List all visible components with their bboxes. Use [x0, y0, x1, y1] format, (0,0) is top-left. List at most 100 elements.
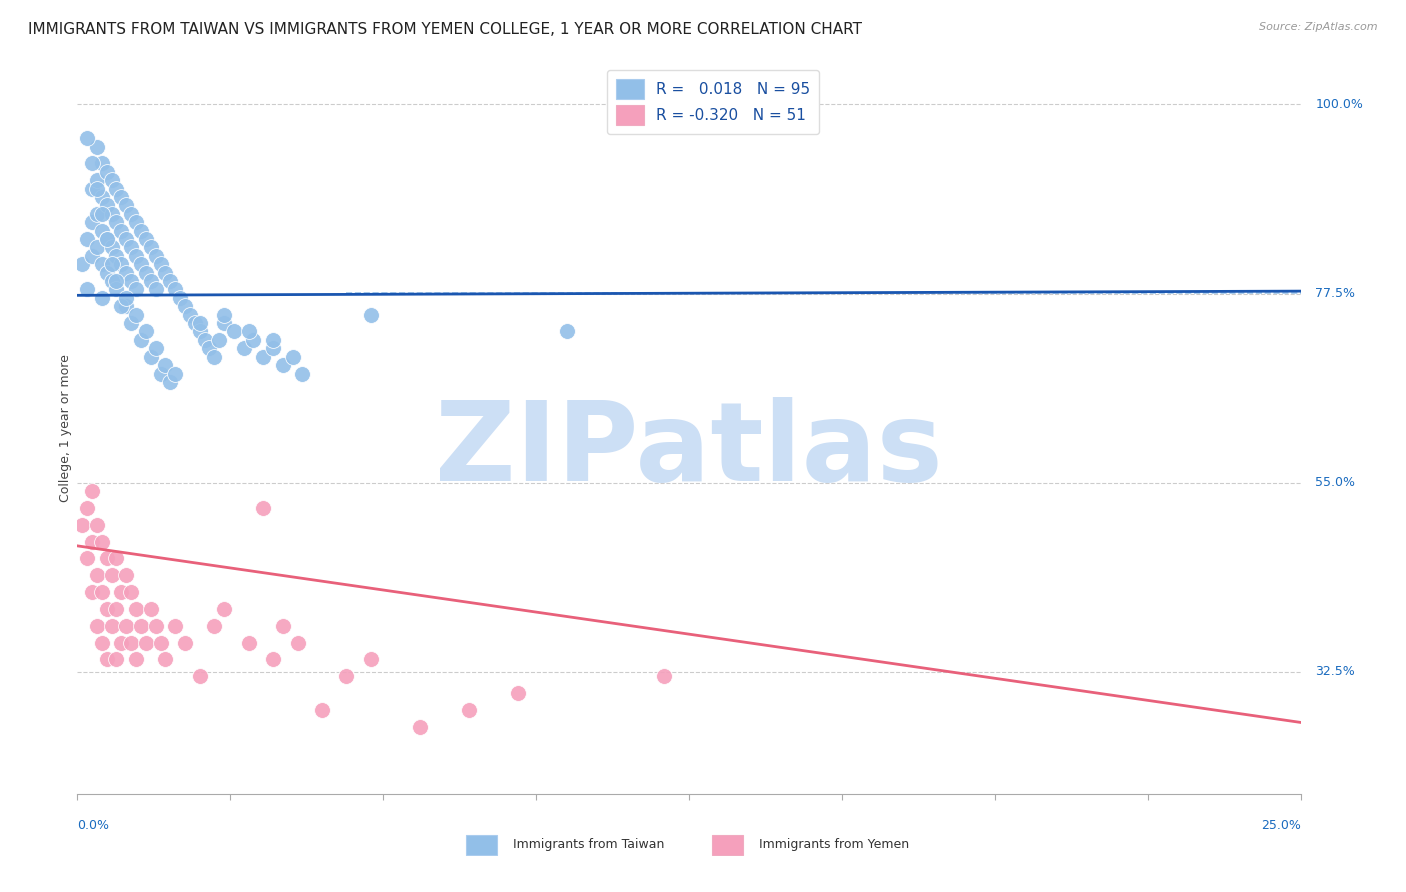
- Point: [80, 484, 103, 499]
- Point: [96, 232, 118, 246]
- Point: [271, 618, 294, 632]
- Point: [202, 618, 225, 632]
- Point: [179, 308, 201, 322]
- Point: [86, 517, 108, 532]
- Point: [100, 207, 122, 221]
- Point: [125, 602, 148, 616]
- Point: [100, 568, 122, 582]
- Point: [155, 266, 177, 280]
- Point: [115, 232, 138, 246]
- Point: [100, 240, 122, 254]
- Point: [198, 341, 221, 355]
- Point: [135, 266, 157, 280]
- Point: [145, 341, 167, 355]
- Point: [90, 190, 112, 204]
- Point: [96, 652, 118, 666]
- Point: [202, 350, 225, 364]
- Text: Source: ZipAtlas.com: Source: ZipAtlas.com: [1260, 22, 1378, 32]
- Point: [165, 618, 187, 632]
- Point: [90, 635, 112, 649]
- Point: [100, 274, 122, 288]
- Point: [90, 585, 112, 599]
- Text: 55.0%: 55.0%: [1315, 476, 1355, 490]
- Point: [165, 282, 187, 296]
- Point: [90, 224, 112, 238]
- Y-axis label: College, 1 year or more: College, 1 year or more: [59, 354, 72, 502]
- Point: [139, 602, 162, 616]
- Point: [135, 232, 157, 246]
- Point: [80, 156, 103, 170]
- Point: [110, 299, 132, 313]
- Point: [262, 333, 284, 347]
- Point: [212, 602, 235, 616]
- Point: [76, 232, 98, 246]
- Point: [139, 240, 162, 254]
- Point: [120, 585, 142, 599]
- Point: [165, 367, 187, 381]
- Point: [76, 131, 98, 145]
- Point: [80, 585, 103, 599]
- Point: [654, 669, 676, 683]
- Point: [90, 207, 112, 221]
- Point: [96, 602, 118, 616]
- Point: [125, 652, 148, 666]
- Point: [242, 333, 264, 347]
- Point: [281, 350, 304, 364]
- Point: [115, 568, 138, 582]
- Point: [145, 618, 167, 632]
- Point: [86, 240, 108, 254]
- Point: [409, 720, 432, 734]
- Point: [90, 156, 112, 170]
- Point: [90, 291, 112, 305]
- Point: [188, 325, 211, 339]
- Point: [105, 602, 128, 616]
- Point: [86, 568, 108, 582]
- Point: [105, 551, 128, 566]
- Text: 77.5%: 77.5%: [1315, 287, 1355, 300]
- Point: [86, 173, 108, 187]
- Point: [155, 358, 177, 372]
- Point: [188, 669, 211, 683]
- Point: [120, 316, 142, 330]
- Point: [149, 367, 172, 381]
- Point: [115, 198, 138, 212]
- Point: [105, 181, 128, 195]
- Point: [120, 240, 142, 254]
- Point: [80, 215, 103, 229]
- Point: [262, 341, 284, 355]
- Point: [120, 274, 142, 288]
- Point: [100, 173, 122, 187]
- Point: [80, 181, 103, 195]
- Text: 32.5%: 32.5%: [1315, 665, 1355, 679]
- Point: [105, 274, 128, 288]
- Point: [129, 257, 152, 271]
- Point: [100, 618, 122, 632]
- Point: [125, 282, 148, 296]
- Point: [139, 274, 162, 288]
- Legend: R =   0.018   N = 95, R = -0.320   N = 51: R = 0.018 N = 95, R = -0.320 N = 51: [607, 70, 820, 134]
- Point: [110, 257, 132, 271]
- Text: Immigrants from Yemen: Immigrants from Yemen: [759, 838, 910, 851]
- Point: [110, 585, 132, 599]
- Point: [120, 207, 142, 221]
- Point: [145, 249, 167, 263]
- Point: [76, 551, 98, 566]
- Point: [105, 282, 128, 296]
- Point: [335, 669, 357, 683]
- Point: [115, 299, 138, 313]
- Point: [193, 333, 215, 347]
- Point: [506, 686, 529, 700]
- Point: [105, 215, 128, 229]
- FancyBboxPatch shape: [465, 835, 498, 855]
- Point: [76, 282, 98, 296]
- Text: ZIPatlas: ZIPatlas: [434, 397, 943, 504]
- Point: [105, 249, 128, 263]
- Point: [252, 350, 274, 364]
- Point: [159, 375, 181, 389]
- Point: [80, 249, 103, 263]
- Point: [90, 534, 112, 549]
- Point: [96, 232, 118, 246]
- Point: [100, 257, 122, 271]
- Text: IMMIGRANTS FROM TAIWAN VS IMMIGRANTS FROM YEMEN COLLEGE, 1 YEAR OR MORE CORRELAT: IMMIGRANTS FROM TAIWAN VS IMMIGRANTS FRO…: [28, 22, 862, 37]
- Point: [135, 325, 157, 339]
